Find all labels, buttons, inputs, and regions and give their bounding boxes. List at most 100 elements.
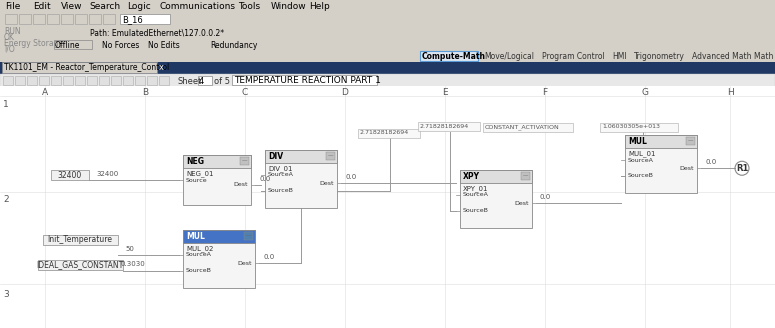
Bar <box>0 12 775 26</box>
Text: CONSTANT_ACTIVATION: CONSTANT_ACTIVATION <box>485 124 560 130</box>
Bar <box>265 150 337 208</box>
Bar <box>183 155 251 168</box>
Text: NEG: NEG <box>186 157 204 166</box>
Text: Sheet: Sheet <box>178 77 202 86</box>
Bar <box>75 76 85 85</box>
Bar <box>183 155 251 205</box>
Bar <box>37 260 122 270</box>
Text: Energy Storage: Energy Storage <box>4 39 63 48</box>
Text: Trigonometry: Trigonometry <box>634 52 685 61</box>
Bar <box>54 40 92 49</box>
Text: B_16: B_16 <box>122 15 143 24</box>
Text: OK: OK <box>4 33 15 42</box>
Bar <box>244 232 253 240</box>
Text: Compute-Math: Compute-Math <box>422 52 486 61</box>
Text: Offline: Offline <box>55 41 81 50</box>
Text: File: File <box>5 2 20 11</box>
Bar <box>198 76 212 85</box>
Text: XPY: XPY <box>463 172 480 181</box>
Text: XPY_01: XPY_01 <box>463 185 488 192</box>
Text: Window: Window <box>271 2 307 11</box>
Bar <box>625 135 697 148</box>
Text: Logic: Logic <box>127 2 151 11</box>
Bar <box>43 235 118 245</box>
Text: Edit: Edit <box>33 2 50 11</box>
Text: 3: 3 <box>3 290 9 299</box>
Bar <box>0 0 775 12</box>
Text: 2.71828182694: 2.71828182694 <box>420 124 469 129</box>
Text: 32400: 32400 <box>58 171 82 179</box>
Bar <box>0 26 775 50</box>
Text: 0.0: 0.0 <box>259 176 270 182</box>
Text: 0.0: 0.0 <box>705 159 716 165</box>
Text: TK1101_EM - Reactor_Temperature_Control: TK1101_EM - Reactor_Temperature_Control <box>4 63 169 72</box>
Text: Dest: Dest <box>515 201 529 206</box>
Text: NEG_01: NEG_01 <box>186 170 213 177</box>
Text: I/O: I/O <box>4 45 15 54</box>
Bar <box>0 74 775 87</box>
Bar <box>265 150 337 163</box>
Bar <box>47 14 59 24</box>
Text: —: — <box>687 138 694 144</box>
Bar <box>120 14 170 24</box>
Text: A: A <box>42 88 48 97</box>
Text: —: — <box>246 234 251 238</box>
Bar <box>159 76 169 85</box>
Bar <box>147 76 157 85</box>
Text: Dest: Dest <box>680 166 694 171</box>
Text: x: x <box>159 63 164 72</box>
Text: —: — <box>242 158 247 163</box>
Text: Dest: Dest <box>237 261 252 266</box>
Text: Move/Logical: Move/Logical <box>484 52 534 61</box>
Bar <box>326 152 335 160</box>
Text: —: — <box>328 154 333 158</box>
Text: 1: 1 <box>3 100 9 109</box>
Text: SourceB: SourceB <box>268 188 294 193</box>
Text: Redundancy: Redundancy <box>210 41 257 50</box>
Text: Init_Temperature: Init_Temperature <box>47 236 112 244</box>
Text: DIV: DIV <box>268 152 283 161</box>
Bar <box>33 14 45 24</box>
Text: View: View <box>61 2 82 11</box>
Bar <box>61 14 73 24</box>
Bar <box>87 76 97 85</box>
Text: Tools: Tools <box>238 2 260 11</box>
Text: MUL: MUL <box>186 232 205 241</box>
Text: SourceA: SourceA <box>628 157 654 162</box>
Text: E: E <box>443 88 448 97</box>
Text: HMI: HMI <box>612 52 627 61</box>
Text: F: F <box>542 88 548 97</box>
Bar <box>51 76 61 85</box>
Bar <box>111 76 121 85</box>
Text: B: B <box>142 88 148 97</box>
Bar <box>0 50 775 62</box>
Text: IDEAL_GAS_CONSTANT: IDEAL_GAS_CONSTANT <box>36 260 124 270</box>
Bar <box>75 14 87 24</box>
Text: MUL: MUL <box>628 137 647 146</box>
Text: SourceA: SourceA <box>268 173 294 177</box>
Text: 1.06030305e+013: 1.06030305e+013 <box>602 125 660 130</box>
Text: No Forces: No Forces <box>102 41 140 50</box>
Text: Source: Source <box>186 177 208 182</box>
Text: DIV_01: DIV_01 <box>268 165 292 172</box>
Text: 0.0: 0.0 <box>263 254 274 260</box>
Text: D: D <box>342 88 349 97</box>
Text: 32400: 32400 <box>97 171 119 177</box>
Text: 50: 50 <box>126 246 134 252</box>
Text: Math Conversion: Math Conversion <box>754 52 775 61</box>
Text: SourceA: SourceA <box>186 253 212 257</box>
Bar <box>99 76 109 85</box>
Bar <box>135 76 145 85</box>
Text: H: H <box>727 88 733 97</box>
Text: SourceB: SourceB <box>463 208 489 213</box>
Bar <box>521 172 530 180</box>
Bar <box>240 157 249 165</box>
Bar <box>183 230 255 288</box>
Bar <box>103 14 115 24</box>
Text: 2: 2 <box>3 195 9 204</box>
Bar <box>3 76 13 85</box>
Bar <box>232 75 377 85</box>
Text: SourceB: SourceB <box>186 268 212 273</box>
Text: of 5: of 5 <box>214 77 230 86</box>
Text: 0.0: 0.0 <box>345 174 356 180</box>
